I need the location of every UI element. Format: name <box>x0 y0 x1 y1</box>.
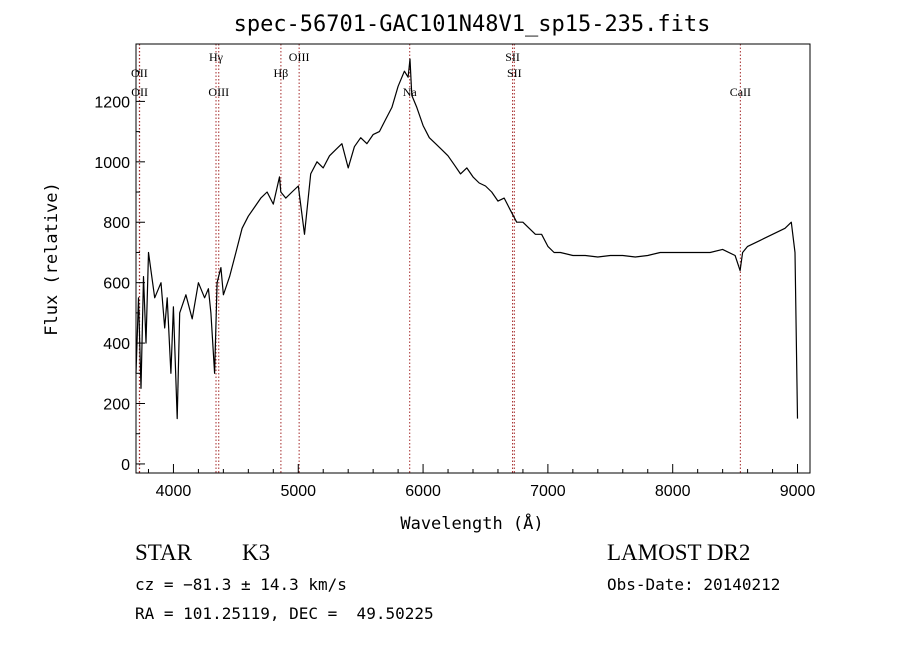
observation-date: Obs-Date: 20140212 <box>607 575 781 594</box>
y-axis-ticks: 0 200 400 600 800 1000 1200 <box>94 70 145 474</box>
y-axis-label: Flux (relative) <box>42 182 62 336</box>
x-axis-label: Wavelength (Å) <box>400 512 543 534</box>
y-tick-label: 0 <box>121 457 130 474</box>
emission-line-label: OII <box>131 85 148 99</box>
survey-name: LAMOST DR2 <box>607 540 751 565</box>
emission-line-label: SII <box>507 66 522 80</box>
coordinates-readout: RA = 101.25119, DEC = 49.50225 <box>135 604 434 623</box>
x-tick-label: 6000 <box>405 483 441 500</box>
emission-line-label: SII <box>505 50 520 64</box>
emission-line-label: OIII <box>289 50 310 64</box>
x-tick-label: 4000 <box>156 483 192 500</box>
emission-line-label: CaII <box>730 85 751 99</box>
y-tick-label: 400 <box>103 336 130 353</box>
plot-frame <box>135 43 811 474</box>
y-tick-label: 800 <box>103 215 130 232</box>
x-tick-label: 8000 <box>655 483 691 500</box>
emission-line-markers <box>138 44 741 473</box>
object-class: STAR <box>135 540 192 565</box>
x-tick-label: 7000 <box>530 483 566 500</box>
y-tick-label: 600 <box>103 276 130 293</box>
emission-line-label: Hγ <box>209 50 224 64</box>
x-tick-label: 9000 <box>780 483 816 500</box>
emission-line-label: OIII <box>208 85 229 99</box>
chart-title: spec-56701-GAC101N48V1_sp15-235.fits <box>234 12 711 37</box>
y-tick-label: 1000 <box>94 155 130 172</box>
y-tick-label: 1200 <box>94 94 130 111</box>
spectrum-line <box>135 58 799 420</box>
emission-line-label: Na <box>403 85 418 99</box>
x-axis-ticks: 4000 5000 6000 7000 8000 9000 <box>147 464 816 500</box>
y-tick-label: 200 <box>103 397 130 414</box>
emission-line-label: OII <box>131 66 148 80</box>
velocity-readout: cz = −81.3 ± 14.3 km/s <box>135 575 347 594</box>
emission-line-label: Hβ <box>274 66 289 80</box>
object-subclass: K3 <box>242 540 271 565</box>
x-tick-label: 5000 <box>280 483 316 500</box>
